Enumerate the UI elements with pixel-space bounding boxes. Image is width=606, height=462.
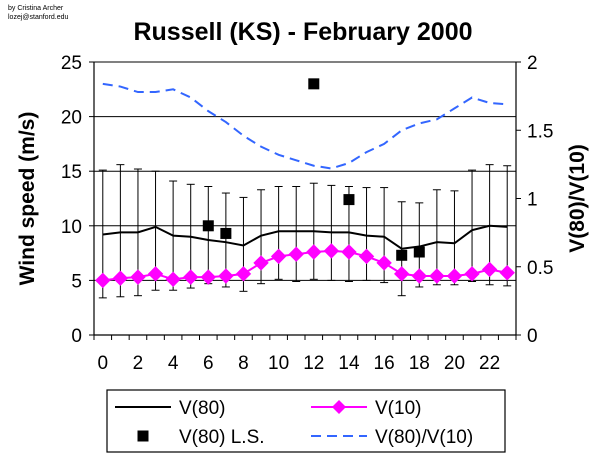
y-tick-label-15: 15 [61, 162, 82, 183]
legend-label-0: V(80) [179, 398, 225, 419]
y-axis-label: Wind speed (m/s) [16, 112, 39, 286]
y-tick-label-0: 0 [71, 326, 82, 347]
v10-diamond-17 [394, 266, 410, 282]
y2-tick-label-2: 2 [527, 53, 538, 74]
v10-diamond-2 [130, 269, 146, 285]
v10-diamond-21 [464, 266, 480, 282]
y-tick-label-10: 10 [61, 217, 82, 238]
v10-diamond-3 [147, 266, 164, 282]
legend-label-1: V(10) [375, 398, 421, 419]
v10-diamond-13 [323, 243, 340, 259]
legend-label-3: V(80)/V(10) [375, 427, 473, 448]
x-tick-label-10: 10 [268, 353, 289, 374]
v10-diamond-10 [270, 248, 287, 265]
x-tick-label-18: 18 [409, 353, 430, 374]
ls-square-1 [220, 227, 232, 239]
v10-diamond-0 [95, 272, 111, 289]
x-tick-label-6: 6 [203, 353, 214, 374]
series-v80-line [102, 224, 508, 250]
x-tick-label-12: 12 [303, 353, 324, 374]
chart-title: Russell (KS) - February 2000 [133, 18, 473, 46]
v10-diamond-16 [376, 255, 392, 271]
v10-diamond-15 [358, 248, 375, 265]
ls-square-0 [202, 220, 214, 232]
v10-diamond-9 [253, 255, 269, 271]
y2-tick-label-1.5: 1.5 [527, 121, 553, 142]
v10-diamond-4 [165, 271, 181, 288]
v10-diamond-22 [481, 261, 498, 278]
y-tick-label-25: 25 [61, 53, 82, 74]
series-ratio-line [102, 82, 508, 170]
x-tick-label-8: 8 [238, 353, 249, 374]
v10-diamond-5 [183, 269, 199, 285]
v10-diamond-18 [411, 268, 427, 284]
ls-square-3 [343, 194, 355, 206]
v10-diamond-12 [306, 244, 322, 260]
v10-diamond-23 [499, 265, 515, 281]
y-tick-label-20: 20 [61, 108, 82, 129]
credit-email: lozej@stanford.edu [8, 14, 69, 21]
x-tick-label-20: 20 [444, 353, 465, 374]
x-tick-label-2: 2 [133, 353, 144, 374]
y2-tick-label-1: 1 [527, 190, 538, 211]
ls-square-4 [396, 249, 408, 261]
v10-diamond-20 [446, 268, 463, 284]
series-v10-line [102, 249, 508, 282]
v10-diamond-11 [288, 246, 304, 262]
legend-swatch-ls [137, 430, 149, 442]
x-tick-label-0: 0 [98, 353, 109, 374]
v10-diamond-1 [112, 270, 129, 286]
y2-tick-label-0.5: 0.5 [527, 258, 553, 279]
x-tick-label-4: 4 [168, 353, 179, 374]
v10-diamond-14 [341, 244, 357, 260]
credit-name: by Cristina Archer [8, 5, 64, 12]
x-tick-label-22: 22 [479, 353, 500, 374]
ls-square-5 [413, 246, 425, 258]
y2-tick-label-0: 0 [527, 326, 538, 347]
x-tick-label-16: 16 [374, 353, 395, 374]
v10-diamond-8 [235, 266, 252, 282]
x-tick-label-14: 14 [338, 353, 360, 374]
legend-box [106, 389, 506, 453]
legend-swatch-v10-diamond [332, 400, 346, 414]
y-tick-label-5: 5 [71, 271, 82, 292]
ls-square-2 [308, 78, 320, 90]
v10-diamond-7 [218, 268, 234, 284]
v10-diamond-6 [200, 269, 216, 285]
y2-axis-label: V(80)/V(10) [566, 144, 589, 253]
legend-label-2: V(80) L.S. [179, 427, 265, 448]
v10-diamond-19 [429, 268, 445, 284]
